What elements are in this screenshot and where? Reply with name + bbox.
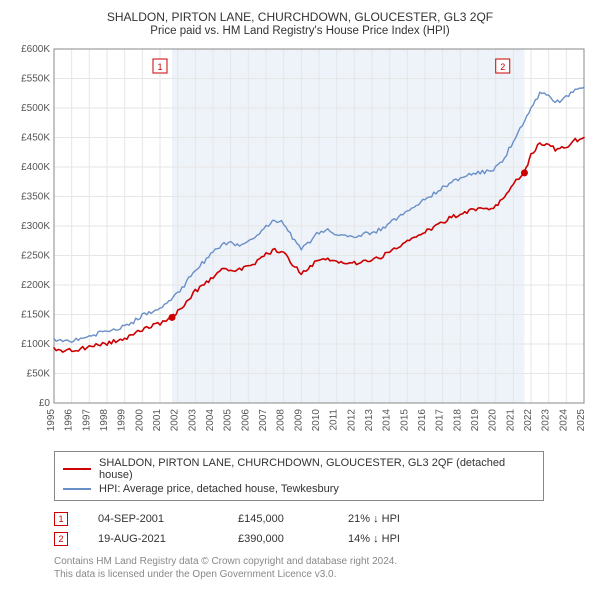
x-tick-label: 2015 xyxy=(399,409,410,432)
chart-container: SHALDON, PIRTON LANE, CHURCHDOWN, GLOUCE… xyxy=(0,0,600,591)
marker-box-label: 1 xyxy=(157,62,162,72)
footnote-line: Contains HM Land Registry data © Crown c… xyxy=(54,555,590,568)
legend-row: HPI: Average price, detached house, Tewk… xyxy=(63,482,535,496)
x-tick-label: 2006 xyxy=(240,409,251,432)
marker-price: £145,000 xyxy=(238,513,318,525)
x-tick-label: 2021 xyxy=(505,409,516,432)
x-tick-label: 2002 xyxy=(170,409,181,432)
y-tick-label: £50K xyxy=(27,369,51,380)
y-tick-label: £600K xyxy=(21,44,50,55)
marker-table: 1 04-SEP-2001 £145,000 21% ↓ HPI 2 19-AUG-202… xyxy=(54,509,590,549)
marker-date: 04-SEP-2001 xyxy=(98,513,208,525)
x-tick-label: 2018 xyxy=(452,409,463,432)
y-tick-label: £500K xyxy=(21,103,50,114)
y-tick-label: £550K xyxy=(21,74,50,85)
marker-pct: 14% ↓ HPI xyxy=(348,533,458,545)
x-tick-label: 2023 xyxy=(541,409,552,432)
x-tick-label: 2014 xyxy=(382,409,393,432)
legend-label: HPI: Average price, detached house, Tewk… xyxy=(99,483,339,495)
marker-row: 2 19-AUG-2021 £390,000 14% ↓ HPI xyxy=(54,529,590,549)
legend-swatch xyxy=(63,468,91,470)
x-tick-label: 1997 xyxy=(81,409,92,432)
footnote-line: This data is licensed under the Open Gov… xyxy=(54,568,590,581)
marker-id-box: 2 xyxy=(54,532,68,546)
x-tick-label: 1998 xyxy=(99,409,110,432)
x-tick-label: 2008 xyxy=(276,409,287,432)
marker-box-label: 2 xyxy=(500,62,505,72)
x-tick-label: 2012 xyxy=(346,409,357,432)
y-tick-label: £350K xyxy=(21,192,50,203)
y-tick-label: £100K xyxy=(21,339,50,350)
chart-subtitle: Price paid vs. HM Land Registry's House … xyxy=(10,25,590,37)
y-tick-label: £150K xyxy=(21,310,50,321)
x-tick-label: 2022 xyxy=(523,409,534,432)
y-tick-label: £450K xyxy=(21,133,50,144)
y-tick-label: £200K xyxy=(21,280,50,291)
marker-dot xyxy=(521,169,528,176)
x-tick-label: 1996 xyxy=(64,409,75,432)
x-tick-label: 2009 xyxy=(293,409,304,432)
y-tick-label: £400K xyxy=(21,162,50,173)
x-tick-label: 2004 xyxy=(205,409,216,432)
legend-swatch xyxy=(63,488,91,490)
legend: SHALDON, PIRTON LANE, CHURCHDOWN, GLOUCE… xyxy=(54,451,544,501)
x-tick-label: 2024 xyxy=(558,409,569,432)
y-tick-label: £250K xyxy=(21,251,50,262)
x-tick-label: 2019 xyxy=(470,409,481,432)
marker-row: 1 04-SEP-2001 £145,000 21% ↓ HPI xyxy=(54,509,590,529)
chart-svg: £0 £50K £100K £150K £200K £250K £300K £350K £400… xyxy=(10,43,590,443)
x-tick-label: 2010 xyxy=(311,409,322,432)
x-tick-label: 2005 xyxy=(223,409,234,432)
chart-plot-area: £0 £50K £100K £150K £200K £250K £300K £350K £400… xyxy=(10,43,590,443)
x-tick-label: 2003 xyxy=(187,409,198,432)
x-tick-label: 2020 xyxy=(488,409,499,432)
x-tick-label: 2016 xyxy=(417,409,428,432)
y-tick-label: £300K xyxy=(21,221,50,232)
x-tick-label: 1995 xyxy=(46,409,57,432)
marker-date: 19-AUG-2021 xyxy=(98,533,208,545)
y-tick-label: £0 xyxy=(39,398,51,409)
marker-pct: 21% ↓ HPI xyxy=(348,513,458,525)
x-tick-label: 2011 xyxy=(329,409,340,431)
x-tick-label: 2025 xyxy=(576,409,587,432)
marker-id-box: 1 xyxy=(54,512,68,526)
legend-label: SHALDON, PIRTON LANE, CHURCHDOWN, GLOUCE… xyxy=(99,457,535,481)
legend-row: SHALDON, PIRTON LANE, CHURCHDOWN, GLOUCE… xyxy=(63,456,535,482)
x-tick-label: 2017 xyxy=(435,409,446,432)
x-tick-label: 1999 xyxy=(117,409,128,432)
x-tick-label: 2007 xyxy=(258,409,269,432)
x-tick-label: 2000 xyxy=(134,409,145,432)
x-tick-label: 2001 xyxy=(152,409,163,432)
footnote: Contains HM Land Registry data © Crown c… xyxy=(54,555,590,581)
chart-title: SHALDON, PIRTON LANE, CHURCHDOWN, GLOUCE… xyxy=(10,10,590,24)
marker-dot xyxy=(169,314,176,321)
marker-price: £390,000 xyxy=(238,533,318,545)
x-tick-label: 2013 xyxy=(364,409,375,432)
